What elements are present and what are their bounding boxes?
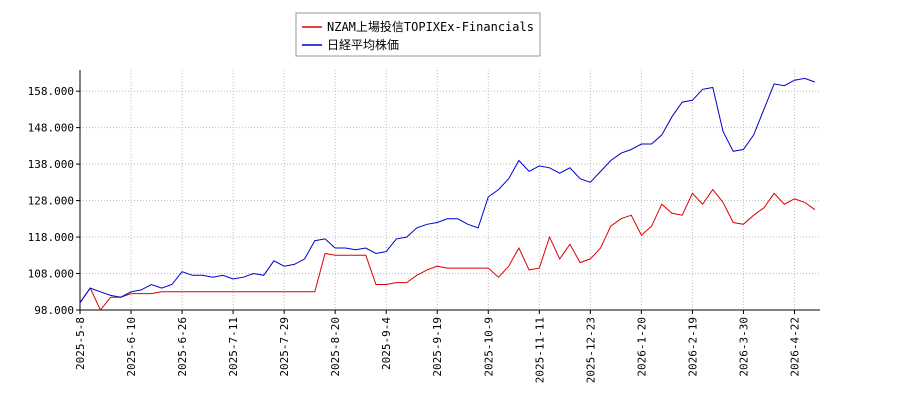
legend-box <box>295 12 541 57</box>
x-tick-label: 2025-7-11 <box>227 317 240 377</box>
y-tick-label: 158.000 <box>28 85 74 98</box>
series-line <box>79 77 816 303</box>
x-tick-label: 2026-3-30 <box>737 317 750 377</box>
x-tick-label: 2025-10-9 <box>482 317 495 377</box>
x-tick-label: 2025-7-29 <box>278 317 291 377</box>
y-tick-label: 148.000 <box>28 122 74 135</box>
x-tick-label: 2026-1-20 <box>635 317 648 377</box>
y-tick-label: 128.000 <box>28 195 74 208</box>
x-tick-label: 2025-9-4 <box>380 317 393 370</box>
legend-label: 日経平均株価 <box>327 37 399 52</box>
y-tick-label: 108.000 <box>28 268 74 281</box>
x-tick-label: 2025-5-8 <box>74 317 87 370</box>
series-line <box>79 188 816 311</box>
legend-label: NZAM上場投信TOPIXEx-Financials <box>327 19 534 34</box>
x-tick-label: 2026-4-22 <box>788 317 801 377</box>
x-tick-label: 2025-6-10 <box>125 317 138 377</box>
y-tick-label: 98.000 <box>34 304 74 317</box>
x-tick-label: 2025-9-19 <box>431 317 444 377</box>
y-tick-label: 118.000 <box>28 231 74 244</box>
x-tick-label: 2025-6-26 <box>176 317 189 377</box>
x-tick-label: 2026-2-19 <box>686 317 699 377</box>
legend: NZAM上場投信TOPIXEx-Financials 日経平均株価 <box>295 12 541 57</box>
y-tick-label: 138.000 <box>28 158 74 171</box>
x-tick-label: 2025-12-23 <box>584 317 597 383</box>
x-tick-label: 2025-8-20 <box>329 317 342 377</box>
x-tick-label: 2025-11-11 <box>533 317 546 383</box>
